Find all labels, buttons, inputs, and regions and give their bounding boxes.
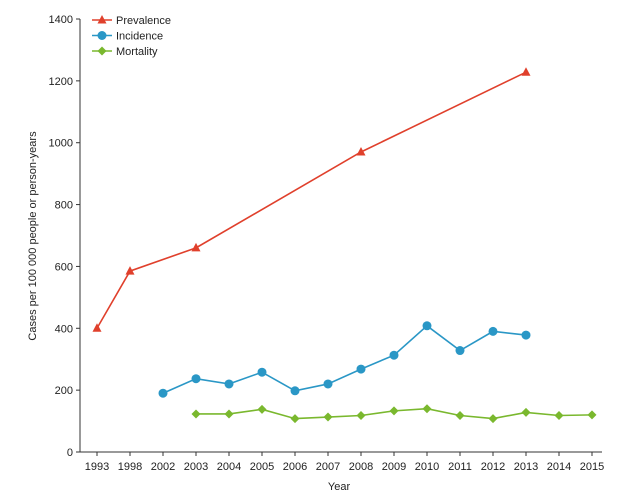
x-tick-label: 1993 <box>85 461 109 473</box>
legend-marker-incidence <box>97 31 107 40</box>
x-tick-label: 2006 <box>283 461 307 473</box>
incidence-point <box>290 386 300 396</box>
prevalence-point <box>92 323 102 332</box>
y-tick-label: 200 <box>55 385 73 397</box>
x-tick-label: 2012 <box>481 461 505 473</box>
legend: Prevalence Incidence Mortality <box>92 15 171 58</box>
incidence-point <box>488 326 498 336</box>
mortality-point <box>521 407 531 417</box>
x-tick-label: 2003 <box>184 461 208 473</box>
y-tick-label: 1000 <box>49 138 73 150</box>
legend-label-mortality: Mortality <box>116 46 158 58</box>
series-mortality <box>191 404 597 424</box>
x-tick-label: 2015 <box>580 461 604 473</box>
x-tick-label: 2005 <box>250 461 274 473</box>
prevalence-point <box>125 266 135 275</box>
x-tick-label: 2008 <box>349 461 373 473</box>
x-tick-label: 2010 <box>415 461 439 473</box>
x-tick-label: 2007 <box>316 461 340 473</box>
prevalence-point <box>521 67 531 76</box>
series-prevalence <box>92 67 531 332</box>
mortality-point <box>389 406 399 416</box>
prevalence-point <box>356 146 366 156</box>
incidence-point <box>191 374 201 384</box>
y-tick-label: 800 <box>55 200 73 212</box>
incidence-point <box>323 379 333 389</box>
y-axis-title: Cases per 100 000 people or person-years <box>27 131 39 341</box>
mortality-point <box>257 404 267 414</box>
x-axis-title: Year <box>328 481 351 493</box>
mortality-point <box>554 411 564 421</box>
incidence-point <box>389 350 399 360</box>
y-tick-label: 400 <box>55 323 73 335</box>
prevalence-line <box>96 71 527 329</box>
legend-marker-mortality <box>97 46 107 56</box>
x-tick-label: 2009 <box>382 461 406 473</box>
x-tick-label: 2013 <box>514 461 538 473</box>
mortality-point <box>422 404 432 414</box>
incidence-point <box>521 330 531 340</box>
incidence-point <box>158 388 168 398</box>
mortality-point <box>488 414 498 424</box>
incidence-line <box>162 324 527 394</box>
mortality-point <box>323 412 333 422</box>
legend-marker-prevalence <box>97 15 107 24</box>
y-tick-label: 600 <box>55 261 73 273</box>
incidence-point <box>257 367 267 377</box>
y-tick-label: 1400 <box>49 14 73 26</box>
mortality-point <box>290 414 300 424</box>
x-tick-label: 2011 <box>448 461 472 473</box>
incidence-point <box>356 364 366 374</box>
incidence-point <box>224 379 234 389</box>
series-layer <box>92 67 597 424</box>
legend-label-prevalence: Prevalence <box>116 15 171 27</box>
x-tick-label: 1998 <box>118 461 142 473</box>
series-incidence <box>158 321 531 398</box>
x-axis: 1993 1998 2002 2003 2004 2005 2006 2007 2008 2009… <box>80 451 604 473</box>
prevalence-point <box>191 242 201 252</box>
x-tick-label: 2002 <box>151 461 175 473</box>
mortality-point <box>587 410 597 420</box>
x-tick-label: 2004 <box>217 461 241 473</box>
mortality-point <box>356 411 366 421</box>
x-tick-label: 2014 <box>547 461 571 473</box>
y-tick-label: 1200 <box>49 76 73 88</box>
legend-label-incidence: Incidence <box>116 31 163 43</box>
mortality-point <box>455 411 465 421</box>
incidence-point <box>455 346 465 356</box>
mortality-point <box>191 409 201 419</box>
y-axis: 0 200 400 600 800 1000 1200 1400 <box>49 14 81 459</box>
incidence-point <box>422 321 432 331</box>
mortality-point <box>224 409 234 419</box>
y-tick-label: 0 <box>67 447 73 459</box>
